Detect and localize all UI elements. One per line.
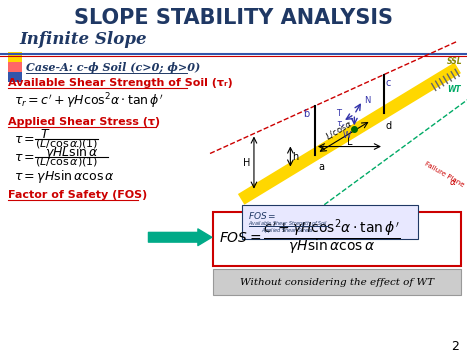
Text: L: L (346, 137, 352, 147)
Text: b: b (303, 109, 309, 119)
Text: h: h (292, 152, 299, 162)
Text: WT: WT (447, 85, 461, 94)
Text: SLOPE STABILITY ANALYSIS: SLOPE STABILITY ANALYSIS (74, 8, 393, 28)
FancyBboxPatch shape (242, 205, 419, 239)
Text: $\tau = \gamma H \sin\alpha \cos\alpha$: $\tau = \gamma H \sin\alpha \cos\alpha$ (14, 168, 115, 185)
Text: $\tau_r$: $\tau_r$ (336, 119, 346, 130)
Text: $\gamma HL \sin\alpha$: $\gamma HL \sin\alpha$ (46, 144, 99, 161)
FancyArrowPatch shape (148, 229, 212, 246)
Text: c: c (386, 78, 391, 88)
Text: $FOS = \dfrac{c' + \gamma H\cos^2\!\alpha \cdot \tan\phi'}{\gamma H \sin\alpha \: $FOS = \dfrac{c' + \gamma H\cos^2\!\alph… (219, 217, 400, 257)
Bar (8, 72, 22, 82)
Text: d: d (386, 121, 392, 131)
Bar (8, 62, 22, 72)
Text: Failure Plane: Failure Plane (423, 161, 465, 188)
Text: $(L/\cos\alpha)(1)$: $(L/\cos\alpha)(1)$ (36, 137, 99, 150)
Text: $L/\cos\alpha$: $L/\cos\alpha$ (323, 118, 355, 142)
Text: $\tau = $: $\tau = $ (14, 151, 35, 164)
FancyBboxPatch shape (213, 212, 461, 266)
Text: Available Shear Strength of Soil (τᵣ): Available Shear Strength of Soil (τᵣ) (8, 78, 233, 88)
Text: W: W (343, 131, 351, 140)
FancyBboxPatch shape (213, 269, 461, 295)
Text: N: N (365, 96, 371, 105)
Text: Applied Shear Stress (τ): Applied Shear Stress (τ) (8, 117, 160, 127)
Text: 2: 2 (451, 340, 459, 354)
Text: $\tau_r = c' + \gamma H\cos^2\!\alpha \cdot \tan\phi'$: $\tau_r = c' + \gamma H\cos^2\!\alpha \c… (14, 92, 163, 111)
Text: $\frac{\mathit{Available\ Shear\ Strength\ of\ Soil}}{\mathit{Applied\ Shear\ St: $\frac{\mathit{Available\ Shear\ Strengt… (248, 219, 328, 236)
Text: $(L/\cos\alpha)(1)$: $(L/\cos\alpha)(1)$ (36, 155, 99, 168)
Text: Without considering the effect of WT: Without considering the effect of WT (240, 278, 434, 286)
Text: $\alpha$: $\alpha$ (449, 178, 456, 187)
Text: Infinite Slope: Infinite Slope (20, 31, 147, 48)
Text: a: a (318, 163, 324, 173)
Text: $T$: $T$ (40, 128, 51, 141)
Text: T: T (336, 109, 340, 119)
Text: $\mathit{FOS} = $: $\mathit{FOS} = $ (248, 210, 276, 221)
Text: SSL: SSL (447, 57, 463, 66)
Text: H: H (243, 158, 250, 168)
Text: Factor of Safety (FOS): Factor of Safety (FOS) (8, 190, 147, 200)
Text: $\tau = $: $\tau = $ (14, 133, 35, 146)
Bar (8, 52, 22, 62)
Text: Case-A: c-ϕ Soil (c>0; ϕ>0): Case-A: c-ϕ Soil (c>0; ϕ>0) (26, 62, 200, 73)
